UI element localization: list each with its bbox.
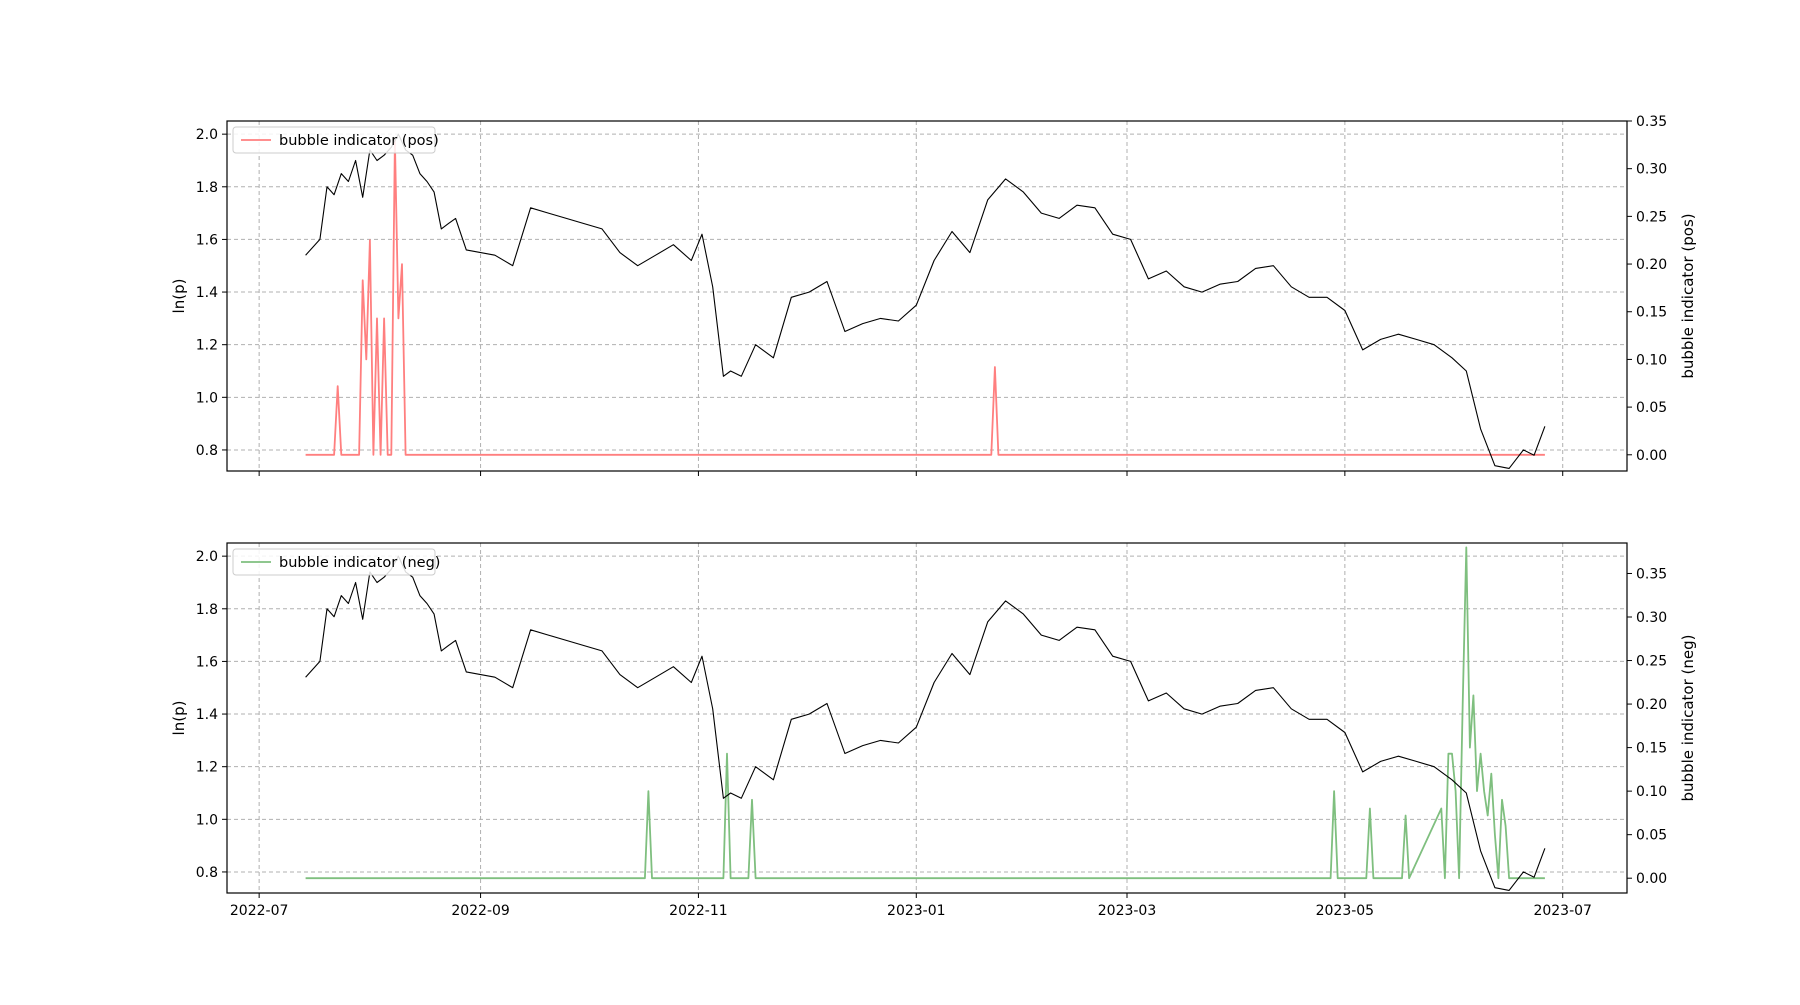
y-tick-label: 1.8 — [196, 180, 218, 196]
legend-label: bubble indicator (neg) — [279, 555, 440, 571]
bubble-indicator-line — [305, 139, 1545, 456]
x-tick-label: 2023-03 — [1098, 903, 1157, 919]
y-tick-label: 1.6 — [196, 232, 218, 248]
y2-tick-label: 0.20 — [1636, 257, 1667, 273]
y2-tick-label: 0.30 — [1636, 162, 1667, 178]
x-tick-label: 2023-01 — [887, 903, 946, 919]
y-axis-label: ln(p) — [170, 701, 188, 736]
y-tick-label: 1.8 — [196, 602, 218, 618]
bubble-indicator-line — [305, 546, 1545, 880]
y-tick-label: 1.4 — [196, 285, 218, 301]
y2-tick-label: 0.15 — [1636, 741, 1667, 757]
y-tick-label: 1.6 — [196, 654, 218, 670]
y-tick-label: 1.2 — [196, 338, 218, 354]
y-axis-label: ln(p) — [170, 279, 188, 314]
y2-tick-label: 0.35 — [1636, 566, 1667, 582]
plot-frame — [226, 542, 1628, 894]
y-tick-label: 0.8 — [196, 865, 218, 881]
y-tick-label: 2.0 — [196, 127, 218, 143]
y2-tick-label: 0.05 — [1636, 828, 1667, 844]
y2-tick-label: 0.25 — [1636, 209, 1667, 225]
y-tick-label: 2.0 — [196, 549, 218, 565]
y-tick-label: 1.4 — [196, 707, 218, 723]
legend-box — [232, 126, 436, 154]
panel-bottom: 2022-07 2022-09 2022-11 2023-01 2023-03 2023-… — [170, 542, 1697, 919]
y2-tick-label: 0.25 — [1636, 654, 1667, 670]
y2-tick-label: 0.15 — [1636, 305, 1667, 321]
y-tick-label: 0.8 — [196, 443, 218, 459]
x-tick-label: 2022-11 — [669, 903, 728, 919]
y2-axis-label: bubble indicator (pos) — [1679, 213, 1697, 378]
y2-tick-label: 0.35 — [1636, 114, 1667, 130]
plot-frame — [226, 120, 1628, 472]
x-tick-label: 2022-09 — [451, 903, 510, 919]
y2-tick-label: 0.10 — [1636, 352, 1667, 368]
y2-tick-label: 0.00 — [1636, 871, 1667, 887]
y2-axis-label: bubble indicator (neg) — [1679, 635, 1697, 802]
y-tick-label: 1.0 — [196, 812, 218, 828]
y2-tick-label: 0.05 — [1636, 400, 1667, 416]
legend-box — [232, 548, 436, 576]
x-tick-label: 2023-07 — [1533, 903, 1592, 919]
y2-tick-label: 0.20 — [1636, 697, 1667, 713]
ln-price-line — [305, 133, 1546, 469]
x-tick-label: 2022-07 — [230, 903, 289, 919]
y-tick-label: 1.2 — [196, 760, 218, 776]
y2-tick-label: 0.00 — [1636, 448, 1667, 464]
y2-tick-label: 0.30 — [1636, 610, 1667, 626]
y2-tick-label: 0.10 — [1636, 784, 1667, 800]
panel-top: 0.8 1.0 1.2 1.4 1.6 1.8 2.0 0.00 0.05 0.10 0.15 0.2… — [170, 114, 1697, 476]
y-tick-label: 1.0 — [196, 390, 218, 406]
legend-label: bubble indicator (pos) — [279, 133, 439, 149]
ln-price-line — [305, 555, 1546, 891]
x-tick-label: 2023-05 — [1316, 903, 1375, 919]
